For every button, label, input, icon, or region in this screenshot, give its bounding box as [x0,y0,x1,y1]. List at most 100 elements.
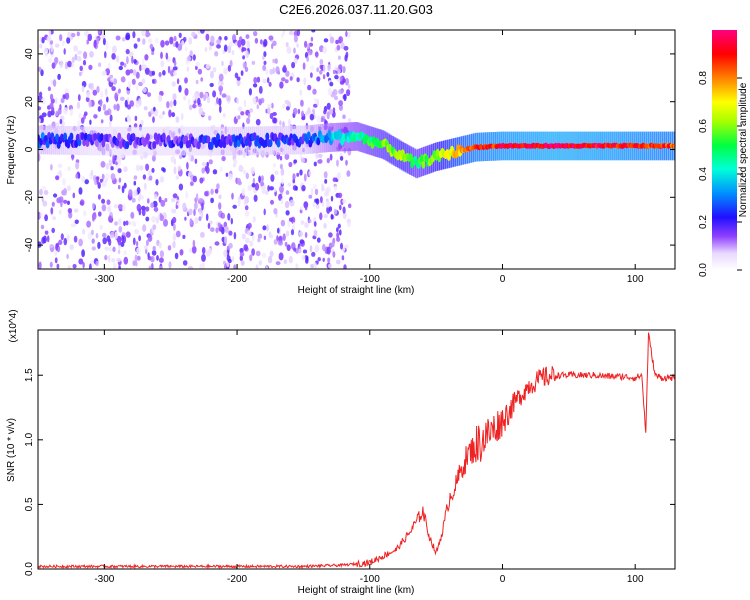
heatmap-noise-cell [252,177,256,184]
heatmap-noise-cell [88,83,92,89]
heatmap-noise-cell [125,32,131,40]
heatmap-noise-cell [282,233,286,241]
heatmap-noise-cell [277,240,283,246]
heatmap-noise-cell [289,76,293,81]
heatmap-noise-cell [195,65,198,70]
heatmap-noise-cell [175,204,178,210]
heatmap-noise-cell [263,235,267,240]
heatmap-noise-cell [116,103,120,112]
heatmap-noise-cell [338,100,343,107]
heatmap-ridge-cell [131,133,136,141]
heatmap-x-tick-label: -200 [227,274,247,285]
heatmap-noise-cell [237,199,241,207]
heatmap-noise-cell [212,90,217,98]
heatmap-noise-cell [159,250,164,258]
heatmap-noise-cell [288,118,291,127]
heatmap-y-tick-label: 0 [24,146,35,152]
colorbar-tick-label: 0.2 [698,215,709,229]
heatmap-noise-cell [164,198,168,203]
heatmap-noise-cell [302,249,308,254]
snr-x-tick-label: 100 [627,574,644,585]
heatmap-noise-cell [182,36,187,43]
heatmap-noise-cell [260,181,265,187]
heatmap-noise-cell [55,122,60,127]
heatmap-noise-cell [38,111,41,117]
heatmap-noise-cell [55,243,58,251]
heatmap-noise-cell [185,190,189,199]
heatmap-noise-cell [118,244,121,250]
heatmap-noise-cell [136,247,142,254]
heatmap-noise-cell [63,48,66,55]
heatmap-ridge-cell [94,139,99,148]
heatmap-noise-cell [44,214,48,222]
heatmap-noise-cell [247,112,251,118]
heatmap-noise-cell [231,50,235,56]
heatmap-noise-cell [249,240,254,247]
heatmap-noise-cell [142,38,146,45]
heatmap-noise-cell [284,241,288,247]
heatmap-noise-cell [171,81,176,87]
heatmap-noise-cell [178,32,182,38]
heatmap-noise-cell [296,30,301,37]
heatmap-noise-cell [95,260,99,267]
heatmap-ridge-cell [45,140,50,149]
heatmap-noise-cell [51,201,55,207]
heatmap-noise-cell [128,51,134,58]
heatmap-noise-cell [317,159,322,164]
heatmap-ridge-halo [124,126,128,156]
heatmap-noise-cell [228,242,233,249]
heatmap-noise-cell [239,252,245,257]
heatmap-noise-cell [315,152,319,159]
heatmap-noise-cell [134,115,138,121]
heatmap-noise-cell [141,30,146,37]
heatmap-noise-cell [195,193,199,201]
heatmap-noise-cell [244,237,250,244]
heatmap-noise-cell [295,186,298,191]
heatmap-noise-cell [285,210,290,216]
heatmap-noise-cell [39,43,43,49]
heatmap-noise-cell [261,252,267,259]
heatmap-ridge-cell [263,139,268,148]
heatmap-noise-cell [310,72,313,78]
heatmap-noise-cell [154,37,159,44]
snr-x-tick-label: -200 [227,574,247,585]
heatmap-noise-cell [71,62,75,68]
heatmap-noise-cell [53,193,58,198]
heatmap-noise-cell [336,44,341,51]
heatmap-noise-cell [63,237,68,246]
heatmap-noise-cell [245,172,249,180]
heatmap-noise-cell [173,71,177,76]
heatmap-noise-cell [128,221,132,226]
heatmap-noise-cell [145,32,151,37]
heatmap-noise-cell [281,77,286,82]
heatmap-noise-cell [246,40,251,49]
heatmap-noise-cell [142,224,147,232]
heatmap-noise-cell [104,51,107,59]
heatmap-noise-cell [344,54,348,62]
heatmap-noise-cell [282,30,286,36]
heatmap-noise-cell [322,46,328,54]
heatmap-noise-cell [334,95,338,101]
heatmap-noise-cell [240,111,245,116]
heatmap-noise-cell [81,85,85,93]
heatmap-noise-cell [170,100,173,108]
heatmap-noise-cell [336,159,339,167]
heatmap-noise-cell [126,56,129,65]
heatmap-noise-cell [111,258,116,263]
heatmap-noise-cell [322,243,326,252]
heatmap-noise-cell [308,42,314,47]
heatmap-noise-cell [173,223,176,231]
heatmap-noise-cell [135,103,139,108]
heatmap-noise-cell [242,169,246,175]
heatmap-noise-cell [311,30,316,33]
heatmap-noise-cell [117,249,121,255]
heatmap-noise-cell [170,198,176,203]
heatmap-noise-cell [105,163,110,170]
heatmap-ridge-cell [265,132,270,141]
heatmap-noise-cell [323,223,327,229]
heatmap-noise-cell [101,198,106,204]
heatmap-noise-cell [171,208,175,214]
heatmap-noise-cell [207,222,211,229]
colorbar-tick-label: 0.8 [698,71,709,85]
